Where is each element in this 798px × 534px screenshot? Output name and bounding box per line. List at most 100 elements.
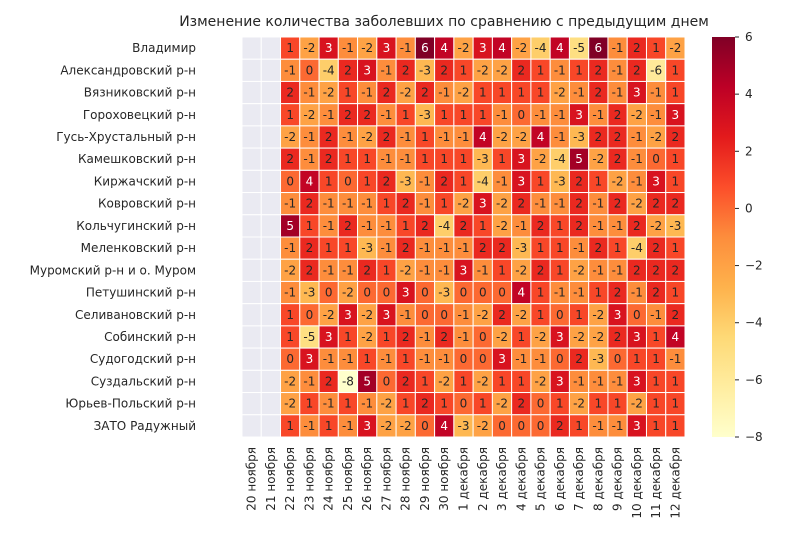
cell-value-label: 1 <box>344 241 352 255</box>
cell-value-label: 2 <box>402 374 410 388</box>
cell-value-label: 1 <box>652 41 660 55</box>
chart-title: Изменение количества заболевших по сравн… <box>179 14 709 30</box>
cell-value-label: -1 <box>323 397 335 411</box>
cell-value-label: 1 <box>672 152 680 166</box>
cell-value-label: -1 <box>380 152 392 166</box>
cell-value-label: -1 <box>380 219 392 233</box>
heatmap-cell <box>260 392 282 416</box>
cell-value-label: 5 <box>363 374 371 388</box>
cell-value-label: -1 <box>400 152 412 166</box>
cell-value-label: 2 <box>363 108 371 122</box>
cell-value-label: -1 <box>592 108 604 122</box>
heatmap-cell <box>260 414 282 438</box>
cell-value-label: -3 <box>554 174 566 188</box>
cell-value-label: 3 <box>575 108 583 122</box>
cell-value-label: 2 <box>575 352 583 366</box>
cell-value-label: -1 <box>458 241 470 255</box>
cell-value-label: 2 <box>402 197 410 211</box>
cell-value-label: 3 <box>517 174 525 188</box>
cell-value-label: 1 <box>672 63 680 77</box>
cell-value-label: 1 <box>306 397 314 411</box>
cell-value-label: -1 <box>612 263 624 277</box>
cell-value-label: -1 <box>419 263 431 277</box>
cell-value-label: -4 <box>535 41 547 55</box>
cell-value-label: -2 <box>496 397 508 411</box>
cell-value-label: 1 <box>652 397 660 411</box>
column-label: 7 декабря <box>572 447 586 511</box>
cell-value-label: 1 <box>575 63 583 77</box>
cell-value-label: -2 <box>284 374 296 388</box>
cell-value-label: -2 <box>515 41 527 55</box>
cell-value-label: 1 <box>575 308 583 322</box>
colorbar-ticks: 6 4 2 0 −2 −4 −6 −8 <box>735 30 763 444</box>
cell-value-label: -2 <box>303 108 315 122</box>
cell-value-label: 2 <box>383 86 391 100</box>
row-label: Меленковский р-н <box>81 241 196 255</box>
cell-value-label: 1 <box>537 286 545 300</box>
cell-value-label: 1 <box>672 86 680 100</box>
cell-value-label: 0 <box>479 286 487 300</box>
heatmap-cell <box>241 169 262 194</box>
cell-value-label: -1 <box>535 197 547 211</box>
cell-value-label: 1 <box>286 308 294 322</box>
cell-value-label: -2 <box>361 330 373 344</box>
cell-value-label: 3 <box>325 330 333 344</box>
cell-value-label: 2 <box>306 241 314 255</box>
cell-value-label: -3 <box>515 241 527 255</box>
cell-value-label: 1 <box>460 174 468 188</box>
cell-value-label: 1 <box>652 419 660 433</box>
cell-value-label: 0 <box>517 108 525 122</box>
cell-value-label: 1 <box>440 152 448 166</box>
cell-value-label: 1 <box>498 374 506 388</box>
cell-value-label: -1 <box>284 286 296 300</box>
cell-value-label: 2 <box>383 174 391 188</box>
cell-value-label: 1 <box>460 108 468 122</box>
heatmap-cell <box>260 347 282 371</box>
column-label: 12 декабря <box>668 447 682 519</box>
cell-value-label: 3 <box>633 86 641 100</box>
heatmap-cell <box>260 125 282 149</box>
cell-value-label: 2 <box>595 86 603 100</box>
cell-value-label: -1 <box>612 41 624 55</box>
cell-value-label: 1 <box>595 397 603 411</box>
cell-value-label: -2 <box>496 197 508 211</box>
cell-value-label: 3 <box>460 263 468 277</box>
cell-value-label: 2 <box>517 63 525 77</box>
heatmap-cell <box>241 392 262 416</box>
colorbar-tick-label: 4 <box>745 87 753 101</box>
cell-value-label: 2 <box>575 219 583 233</box>
cell-value-label: 1 <box>479 86 487 100</box>
heatmap-cell <box>241 125 262 149</box>
heatmap-cell <box>241 258 262 282</box>
cell-value-label: -1 <box>535 352 547 366</box>
cell-value-label: 2 <box>614 152 622 166</box>
cell-value-label: 1 <box>595 286 603 300</box>
cell-value-label: -2 <box>380 419 392 433</box>
cell-value-label: 1 <box>517 330 525 344</box>
cell-value-label: 1 <box>383 330 391 344</box>
cell-value-label: -2 <box>342 286 354 300</box>
cell-value-label: 0 <box>286 174 294 188</box>
cell-value-label: -1 <box>342 419 354 433</box>
cell-value-label: 1 <box>460 152 468 166</box>
column-label: 9 декабря <box>611 447 625 511</box>
heatmap-cell <box>260 258 282 282</box>
row-label: Муромский р-н и о. Муром <box>30 263 196 277</box>
cell-value-label: 1 <box>402 397 410 411</box>
cell-value-label: -1 <box>515 352 527 366</box>
cell-value-label: -1 <box>669 352 681 366</box>
cell-value-label: 1 <box>556 397 564 411</box>
cell-value-label: -1 <box>438 86 450 100</box>
cell-value-label: 2 <box>363 263 371 277</box>
cell-value-label: -2 <box>303 41 315 55</box>
cell-value-label: -4 <box>477 174 489 188</box>
cell-value-label: -1 <box>554 63 566 77</box>
cell-value-label: -2 <box>496 330 508 344</box>
cell-value-label: 1 <box>556 219 564 233</box>
cell-value-label: -2 <box>535 374 547 388</box>
cell-value-label: -1 <box>303 86 315 100</box>
cell-value-label: 3 <box>479 197 487 211</box>
cell-value-label: -1 <box>342 130 354 144</box>
cell-value-label: 3 <box>672 108 680 122</box>
cell-value-label: 2 <box>402 330 410 344</box>
